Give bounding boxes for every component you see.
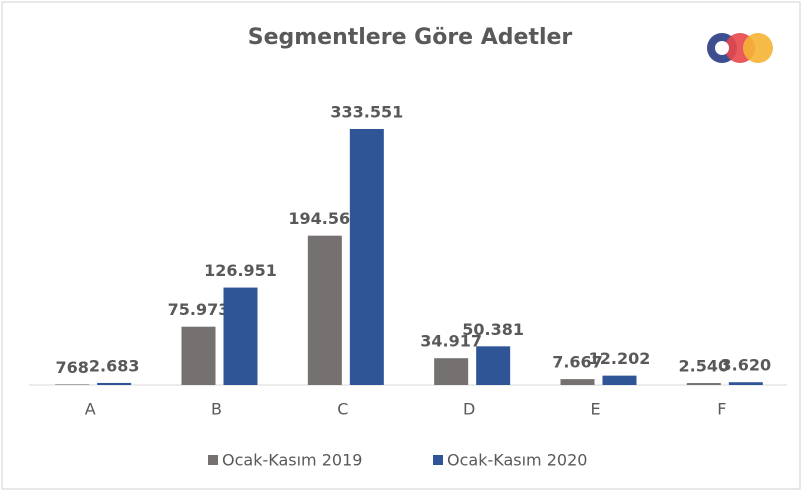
legend-label: Ocak-Kasım 2019 (222, 451, 362, 470)
bar (476, 346, 511, 385)
data-label: 126.951 (204, 261, 277, 280)
bar (181, 326, 216, 385)
data-label: 2.683 (89, 356, 140, 375)
legend-swatch (208, 455, 218, 465)
bar (602, 375, 637, 385)
bar (55, 384, 90, 385)
data-label: 50.381 (462, 320, 524, 339)
bar (434, 358, 469, 385)
bar (97, 382, 132, 385)
x-tick-label: B (211, 400, 222, 419)
data-label: 194.562 (288, 209, 361, 228)
bar (728, 382, 763, 385)
bar (560, 379, 595, 385)
data-label: 7.667 (552, 353, 603, 372)
bar (686, 383, 721, 385)
data-label: 75.973 (168, 300, 230, 319)
data-label: 12.202 (589, 349, 651, 368)
x-tick-label: A (85, 400, 96, 419)
x-tick-label: C (337, 400, 348, 419)
x-tick-label: F (717, 400, 726, 419)
legend-swatch (433, 455, 443, 465)
data-label: 333.551 (330, 103, 403, 122)
data-label: 3.620 (721, 356, 772, 375)
x-tick-label: E (590, 400, 600, 419)
legend-label: Ocak-Kasım 2020 (447, 451, 587, 470)
logo (707, 33, 773, 63)
x-tick-label: D (463, 400, 475, 419)
bar (307, 235, 342, 385)
data-label: 768 (55, 358, 88, 377)
chart-title: Segmentlere Göre Adetler (248, 25, 573, 50)
bar (223, 287, 258, 385)
data-label: 2.540 (679, 357, 730, 376)
data-label: 34.917 (420, 332, 482, 351)
bar (349, 129, 384, 385)
